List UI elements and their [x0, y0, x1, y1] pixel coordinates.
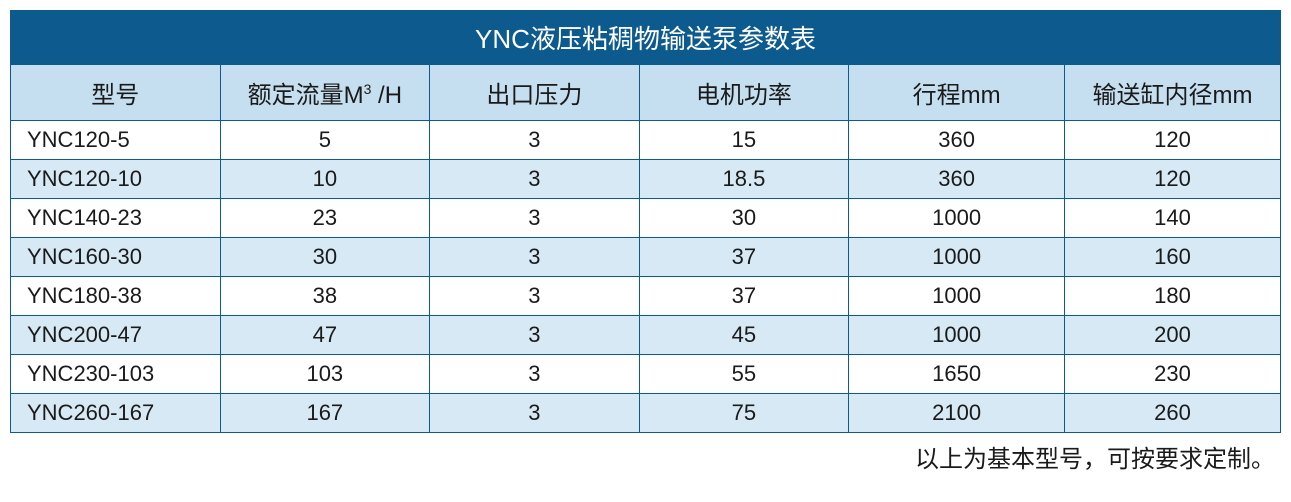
value-cell: 120	[1065, 121, 1281, 160]
table-row: YNC120-1010318.5360120	[11, 160, 1281, 199]
table-footnote: 以上为基本型号，可按要求定制。	[10, 433, 1281, 474]
value-cell: 1000	[849, 316, 1065, 355]
table-title: YNC液压粘稠物输送泵参数表	[11, 11, 1281, 65]
value-cell: 180	[1065, 277, 1281, 316]
model-cell: YNC260-167	[11, 394, 221, 433]
model-cell: YNC140-23	[11, 199, 221, 238]
column-header: 行程mm	[849, 65, 1065, 121]
value-cell: 10	[220, 160, 430, 199]
table-title-row: YNC液压粘稠物输送泵参数表	[11, 11, 1281, 65]
model-cell: YNC200-47	[11, 316, 221, 355]
value-cell: 3	[430, 355, 640, 394]
value-cell: 103	[220, 355, 430, 394]
value-cell: 3	[430, 121, 640, 160]
model-cell: YNC230-103	[11, 355, 221, 394]
table-row: YNC230-1031033551650230	[11, 355, 1281, 394]
model-cell: YNC180-38	[11, 277, 221, 316]
value-cell: 37	[639, 238, 849, 277]
value-cell: 37	[639, 277, 849, 316]
value-cell: 45	[639, 316, 849, 355]
spec-table: YNC液压粘稠物输送泵参数表 型号额定流量M3 /H出口压力电机功率行程mm输送…	[10, 10, 1281, 433]
column-header: 输送缸内径mm	[1065, 65, 1281, 121]
value-cell: 5	[220, 121, 430, 160]
value-cell: 3	[430, 316, 640, 355]
value-cell: 23	[220, 199, 430, 238]
value-cell: 1000	[849, 238, 1065, 277]
value-cell: 1650	[849, 355, 1065, 394]
value-cell: 47	[220, 316, 430, 355]
table-row: YNC180-38383371000180	[11, 277, 1281, 316]
spec-table-container: YNC液压粘稠物输送泵参数表 型号额定流量M3 /H出口压力电机功率行程mm输送…	[10, 10, 1281, 474]
model-cell: YNC120-10	[11, 160, 221, 199]
table-row: YNC160-30303371000160	[11, 238, 1281, 277]
value-cell: 3	[430, 394, 640, 433]
value-cell: 30	[220, 238, 430, 277]
value-cell: 3	[430, 199, 640, 238]
value-cell: 30	[639, 199, 849, 238]
model-cell: YNC160-30	[11, 238, 221, 277]
value-cell: 120	[1065, 160, 1281, 199]
value-cell: 3	[430, 160, 640, 199]
value-cell: 160	[1065, 238, 1281, 277]
value-cell: 2100	[849, 394, 1065, 433]
value-cell: 140	[1065, 199, 1281, 238]
table-row: YNC120-55315360120	[11, 121, 1281, 160]
value-cell: 18.5	[639, 160, 849, 199]
table-row: YNC260-1671673752100260	[11, 394, 1281, 433]
model-cell: YNC120-5	[11, 121, 221, 160]
value-cell: 38	[220, 277, 430, 316]
column-header: 电机功率	[639, 65, 849, 121]
table-row: YNC140-23233301000140	[11, 199, 1281, 238]
column-header: 额定流量M3 /H	[220, 65, 430, 121]
value-cell: 75	[639, 394, 849, 433]
value-cell: 15	[639, 121, 849, 160]
value-cell: 167	[220, 394, 430, 433]
column-header: 型号	[11, 65, 221, 121]
value-cell: 1000	[849, 199, 1065, 238]
value-cell: 360	[849, 160, 1065, 199]
value-cell: 3	[430, 277, 640, 316]
value-cell: 360	[849, 121, 1065, 160]
column-header: 出口压力	[430, 65, 640, 121]
value-cell: 200	[1065, 316, 1281, 355]
value-cell: 3	[430, 238, 640, 277]
table-header-row: 型号额定流量M3 /H出口压力电机功率行程mm输送缸内径mm	[11, 65, 1281, 121]
value-cell: 1000	[849, 277, 1065, 316]
value-cell: 230	[1065, 355, 1281, 394]
value-cell: 260	[1065, 394, 1281, 433]
value-cell: 55	[639, 355, 849, 394]
table-row: YNC200-47473451000200	[11, 316, 1281, 355]
